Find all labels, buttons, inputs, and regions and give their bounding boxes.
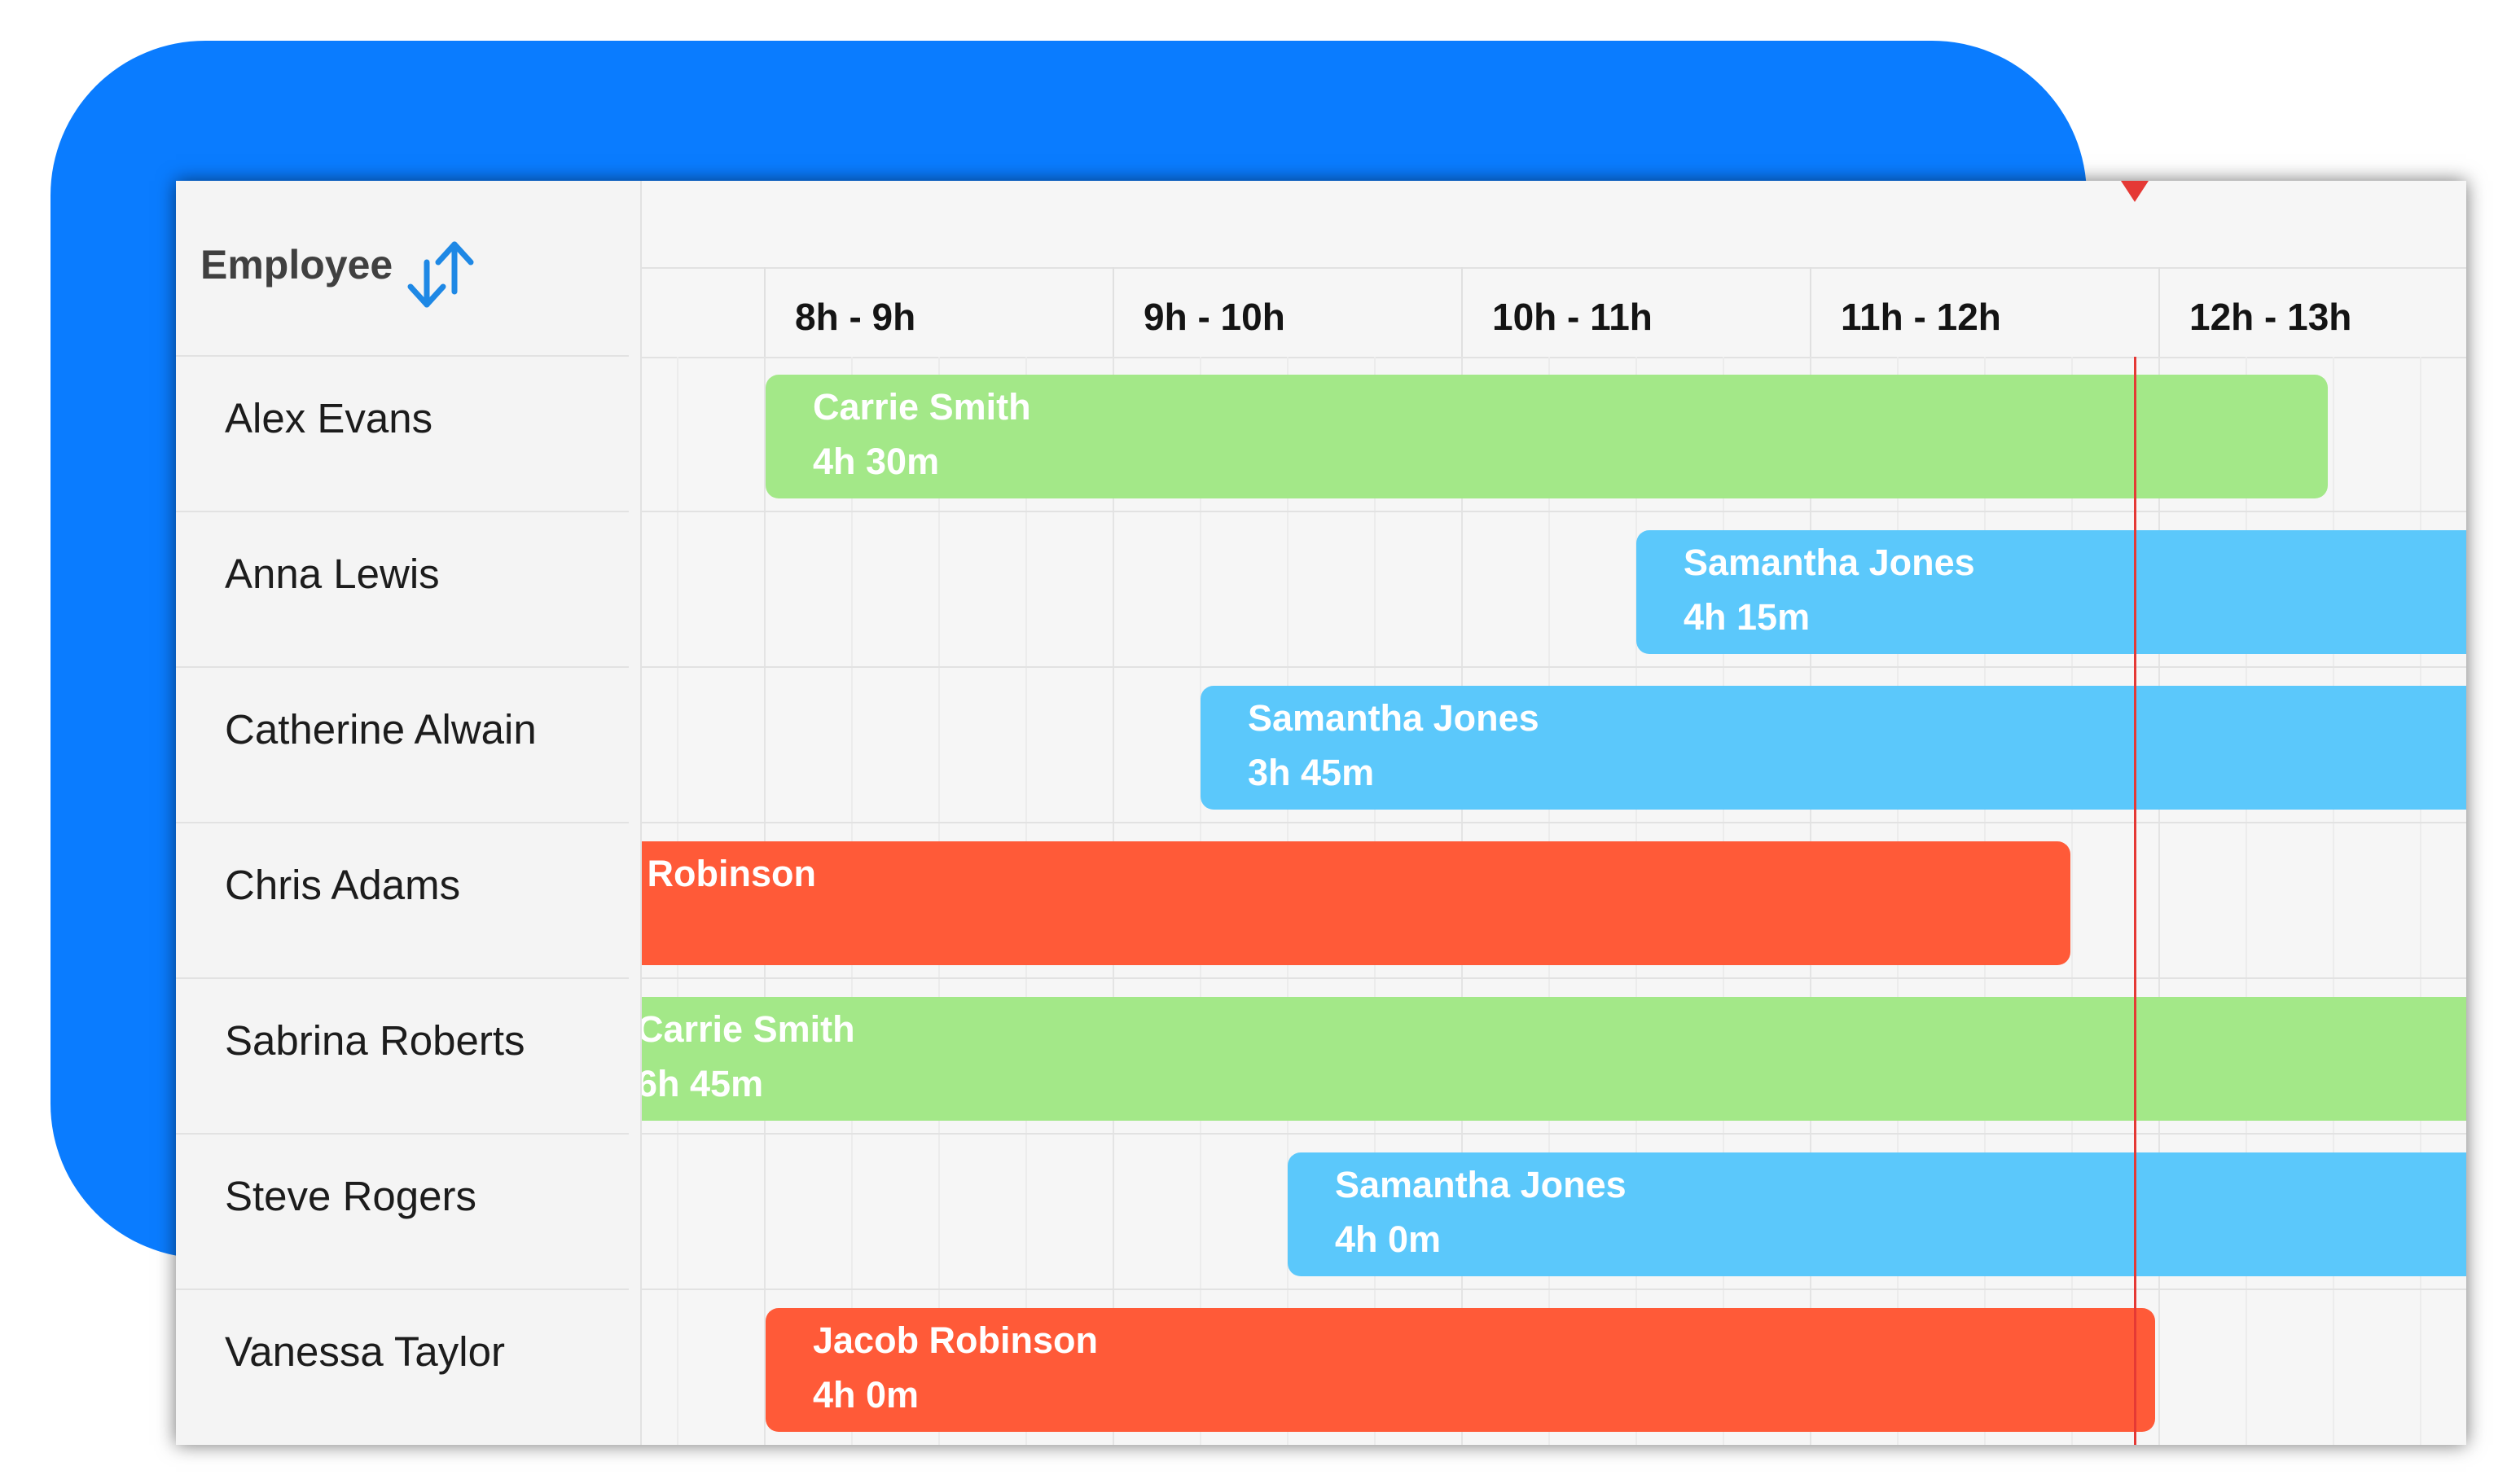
hour-label: 11h - 12h bbox=[1841, 296, 2001, 338]
grid-line bbox=[2246, 357, 2247, 1445]
employee-name: Chris Adams bbox=[225, 862, 461, 908]
hour-label: 10h - 11h bbox=[1492, 296, 1653, 338]
task-bar[interactable]: Carrie Smith 4h 30m bbox=[766, 375, 2328, 498]
row-line bbox=[642, 1133, 2466, 1135]
hour-separator bbox=[1113, 267, 1114, 357]
task-assignee: Jacob Robinson bbox=[642, 853, 817, 894]
column-splitter[interactable] bbox=[629, 181, 642, 1445]
employee-row[interactable]: Anna Lewis bbox=[176, 512, 629, 668]
task-duration: 3h 45m bbox=[1248, 752, 1375, 793]
task-assignee: Carrie Smith bbox=[642, 1008, 855, 1050]
employee-name: Steve Rogers bbox=[225, 1173, 476, 1219]
task-bar[interactable]: Samantha Jones 4h 0m bbox=[1288, 1152, 2466, 1276]
task-assignee: Samantha Jones bbox=[1335, 1164, 1627, 1205]
employee-header-label: Employee bbox=[200, 242, 393, 288]
employee-row[interactable]: Chris Adams bbox=[176, 823, 629, 979]
employee-row[interactable]: Alex Evans bbox=[176, 357, 629, 512]
task-duration: 4h 0m bbox=[1335, 1218, 1442, 1260]
hour-separator bbox=[1461, 267, 1463, 357]
task-bar[interactable]: Jacob Robinson bbox=[642, 841, 2070, 965]
task-assignee: Jacob Robinson bbox=[813, 1319, 1099, 1361]
scheduler-window: Employee Alex Evans Anna Lewis Catherine… bbox=[176, 181, 2466, 1445]
task-duration: 6h 45m bbox=[642, 1063, 764, 1104]
task-duration: 4h 15m bbox=[1684, 596, 1811, 638]
hour-separator bbox=[2158, 267, 2160, 357]
current-time-line bbox=[2134, 357, 2136, 1445]
employee-column-header[interactable]: Employee bbox=[176, 181, 629, 357]
row-line bbox=[642, 666, 2466, 668]
grid-line bbox=[2333, 357, 2334, 1445]
task-bar[interactable]: Samantha Jones 3h 45m bbox=[1201, 686, 2466, 810]
timeline-header-top bbox=[642, 181, 2466, 269]
employee-name: Vanessa Taylor bbox=[225, 1328, 505, 1375]
sort-toggle-icon[interactable] bbox=[402, 238, 481, 311]
hour-label: 12h - 13h bbox=[2189, 296, 2352, 338]
current-time-marker-icon[interactable] bbox=[2121, 181, 2149, 202]
row-line bbox=[642, 511, 2466, 512]
task-duration: 4h 0m bbox=[813, 1374, 920, 1416]
employee-row[interactable]: Steve Rogers bbox=[176, 1135, 629, 1290]
row-line bbox=[642, 1288, 2466, 1290]
hour-label: 9h - 10h bbox=[1144, 296, 1285, 338]
task-bar[interactable]: Jacob Robinson 4h 0m bbox=[766, 1308, 2155, 1432]
row-line bbox=[642, 822, 2466, 823]
employee-row[interactable]: Sabrina Roberts bbox=[176, 979, 629, 1135]
hour-separator bbox=[1810, 267, 1811, 357]
employee-name: Alex Evans bbox=[225, 395, 433, 441]
task-duration: 4h 30m bbox=[813, 441, 940, 482]
task-assignee: Carrie Smith bbox=[813, 386, 1031, 428]
grid-line bbox=[2158, 357, 2160, 1445]
timeline-hours-header bbox=[642, 269, 2466, 358]
employee-name: Catherine Alwain bbox=[225, 706, 537, 753]
employee-name: Sabrina Roberts bbox=[225, 1017, 525, 1064]
employee-name: Anna Lewis bbox=[225, 551, 440, 597]
grid-line bbox=[2420, 357, 2421, 1445]
task-assignee: Samantha Jones bbox=[1684, 542, 1975, 583]
employee-row[interactable]: Catherine Alwain bbox=[176, 668, 629, 823]
hour-label: 8h - 9h bbox=[795, 296, 916, 338]
employee-row[interactable]: Vanessa Taylor bbox=[176, 1290, 629, 1445]
timeline-area: 8h - 9h 9h - 10h 10h - 11h 11h - 12h 12h… bbox=[642, 181, 2466, 1445]
employee-column: Employee Alex Evans Anna Lewis Catherine… bbox=[176, 181, 630, 1445]
task-bar[interactable]: Samantha Jones 4h 15m bbox=[1636, 530, 2466, 654]
grid-line bbox=[2071, 357, 2073, 1445]
row-line bbox=[642, 977, 2466, 979]
hour-separator bbox=[764, 267, 766, 357]
task-assignee: Samantha Jones bbox=[1248, 697, 1539, 739]
task-bar[interactable]: Carrie Smith 6h 45m bbox=[642, 997, 2466, 1121]
